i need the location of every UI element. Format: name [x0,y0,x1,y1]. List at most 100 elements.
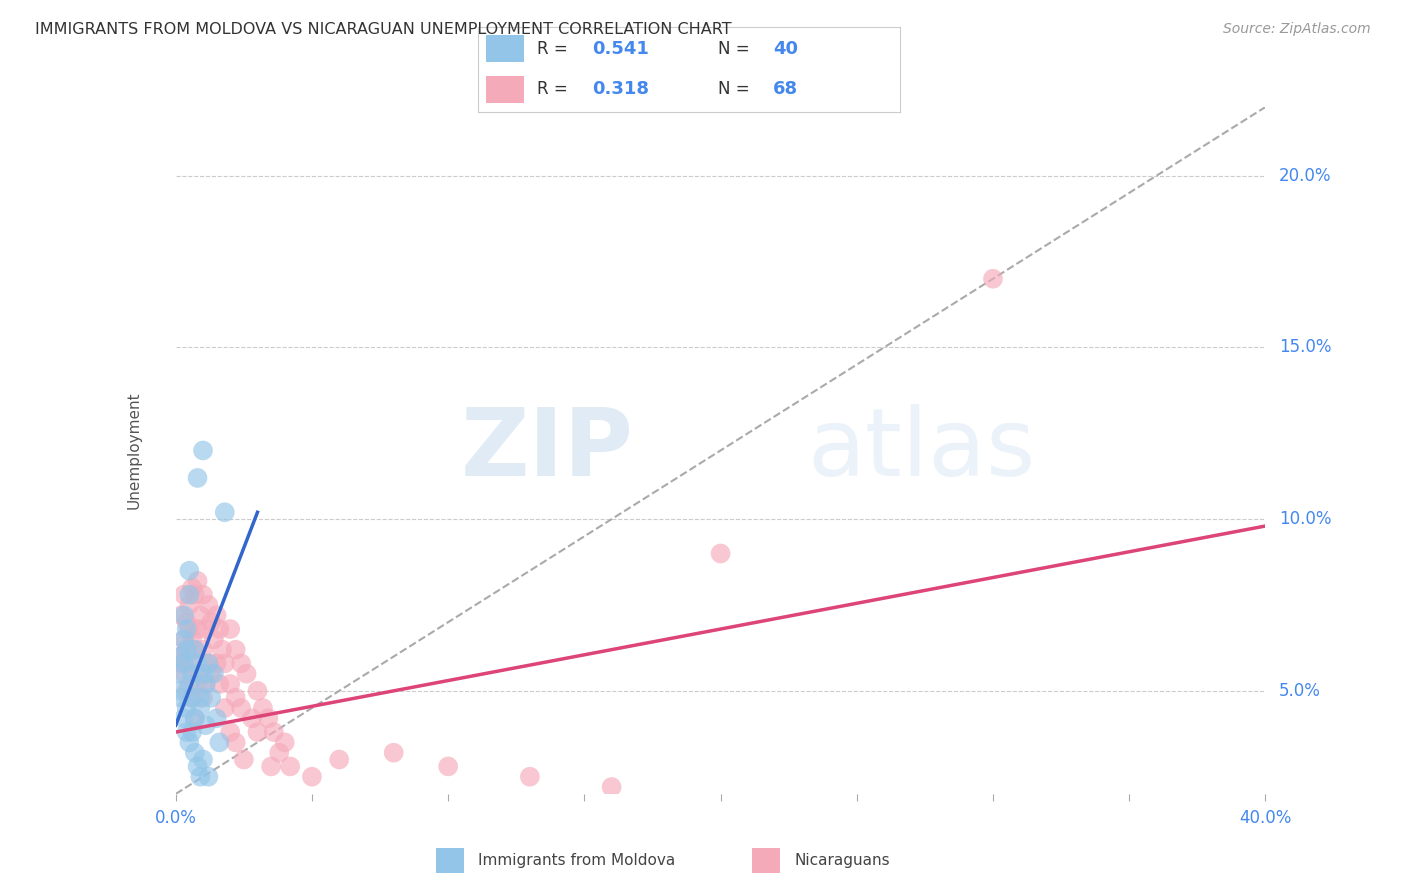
Point [176,622,198,636]
Point [232,753,254,767]
Point [200,690,222,705]
Point [188,701,211,715]
Point [269,746,291,760]
Point [184,746,207,760]
Point [186,759,209,773]
Point [197,657,219,671]
Point [167,666,190,681]
Point [181,666,204,681]
Point [170,683,193,698]
Point [382,746,405,760]
Point [219,725,242,739]
Point [208,735,231,749]
Point [981,271,1004,285]
Point [170,690,193,705]
Point [179,735,201,749]
Point [170,649,193,664]
Point [519,770,541,784]
Point [176,725,198,739]
Text: 10.0%: 10.0% [1279,510,1331,528]
Point [194,677,217,691]
Text: Unemployment: Unemployment [127,392,142,509]
Point [194,718,217,732]
Point [179,564,201,578]
Bar [486,76,524,103]
Point [176,701,198,715]
Point [231,701,253,715]
Point [252,701,274,715]
Text: IMMIGRANTS FROM MOLDOVA VS NICARAGUAN UNEMPLOYMENT CORRELATION CHART: IMMIGRANTS FROM MOLDOVA VS NICARAGUAN UN… [35,22,731,37]
Point [200,666,222,681]
Point [188,690,211,705]
Point [197,598,219,612]
Point [184,711,207,725]
Point [219,677,242,691]
Point [167,649,190,664]
Point [179,657,201,671]
Point [173,657,195,671]
Point [176,642,198,657]
Point [208,677,231,691]
Point [194,677,217,691]
Point [181,725,204,739]
Point [328,753,350,767]
Point [225,642,247,657]
Point [179,598,201,612]
Point [188,608,211,623]
Point [176,642,198,657]
Point [211,642,233,657]
Bar [486,36,524,62]
Point [179,588,201,602]
Point [179,677,201,691]
Text: 0.541: 0.541 [592,40,648,58]
Point [186,574,209,588]
Point [205,608,228,623]
Point [202,666,225,681]
Point [278,759,301,773]
Point [170,657,193,671]
Point [225,690,247,705]
Point [191,642,214,657]
Point [184,642,207,657]
Point [170,608,193,623]
Text: Immigrants from Moldova: Immigrants from Moldova [478,854,675,868]
Point [200,615,222,630]
Point [173,632,195,647]
Text: Source: ZipAtlas.com: Source: ZipAtlas.com [1223,22,1371,37]
Text: N =: N = [718,80,755,98]
Point [263,725,285,739]
Point [274,735,297,749]
Point [181,690,204,705]
Point [181,581,204,595]
Point [219,622,242,636]
Point [186,677,209,691]
Bar [436,848,464,873]
Point [710,546,733,561]
Point [173,711,195,725]
Point [184,711,207,725]
Point [191,443,214,458]
Point [214,505,236,519]
Point [437,759,460,773]
Text: Nicaraguans: Nicaraguans [794,854,890,868]
Point [176,615,198,630]
Text: 0.318: 0.318 [592,80,650,98]
Text: R =: R = [537,80,574,98]
Text: 5.0%: 5.0% [1279,681,1320,700]
Point [173,588,195,602]
Point [208,622,231,636]
Point [186,622,209,636]
Bar [752,848,780,873]
Point [194,622,217,636]
Point [191,690,214,705]
Point [301,770,323,784]
Point [191,666,214,681]
Point [202,632,225,647]
Point [240,711,263,725]
Point [214,657,236,671]
Point [257,711,280,725]
Point [186,657,209,671]
Point [231,657,253,671]
Text: N =: N = [718,40,755,58]
Point [184,588,207,602]
